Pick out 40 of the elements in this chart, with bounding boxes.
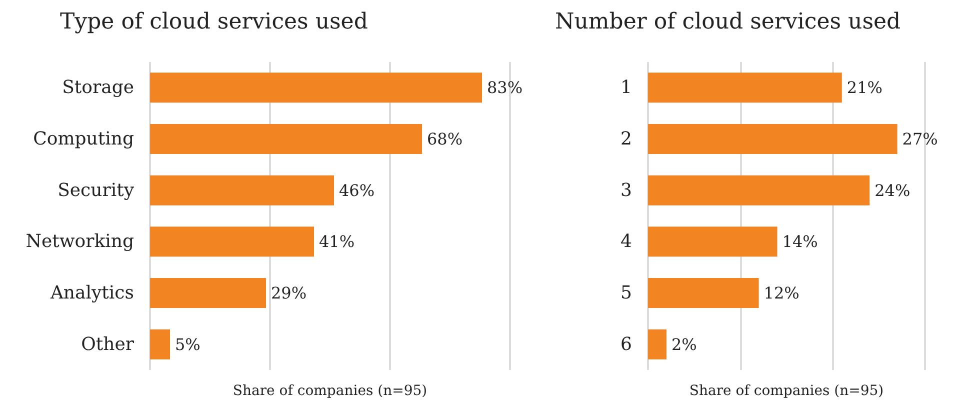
data-label: 27% bbox=[902, 130, 938, 148]
bar bbox=[648, 175, 870, 206]
data-label: 46% bbox=[339, 180, 375, 200]
data-label: 83% bbox=[487, 78, 523, 98]
data-label: 41% bbox=[319, 232, 355, 252]
y-tick-label: Networking bbox=[26, 231, 134, 252]
y-tick-label: 5 bbox=[620, 282, 632, 304]
y-tick-label: Analytics bbox=[49, 282, 134, 304]
data-label: 21% bbox=[846, 78, 882, 98]
bar bbox=[648, 124, 898, 154]
chart-title: Number of cloud services used bbox=[555, 10, 901, 34]
data-label: 2% bbox=[671, 334, 697, 354]
bar bbox=[150, 175, 334, 206]
y-tick-label: Computing bbox=[33, 128, 134, 150]
y-tick-label: 2 bbox=[620, 128, 632, 150]
chart-title: Type of cloud services used bbox=[60, 10, 368, 34]
bar bbox=[150, 226, 314, 257]
x-axis-title: Share of companies (n=95) bbox=[232, 383, 428, 399]
bar bbox=[648, 329, 666, 360]
data-label: 24% bbox=[874, 180, 910, 200]
bar bbox=[150, 124, 422, 154]
bar bbox=[648, 278, 759, 308]
x-axis-title: Share of companies (n=95) bbox=[689, 383, 884, 399]
y-tick-label: Security bbox=[58, 180, 135, 201]
data-label: 14% bbox=[782, 232, 818, 252]
bar bbox=[150, 278, 266, 308]
data-label: 12% bbox=[764, 284, 800, 302]
bar bbox=[648, 72, 842, 103]
y-tick-label: Storage bbox=[62, 77, 134, 98]
data-label: 68% bbox=[427, 130, 463, 148]
bar bbox=[648, 226, 778, 257]
y-tick-label: 6 bbox=[620, 334, 632, 355]
y-tick-label: 4 bbox=[620, 231, 632, 252]
y-tick-label: Other bbox=[81, 334, 134, 355]
y-tick-label: 1 bbox=[620, 77, 632, 98]
bar bbox=[150, 329, 170, 360]
bar bbox=[150, 72, 482, 103]
y-tick-label: 3 bbox=[620, 180, 632, 201]
data-label: 5% bbox=[175, 334, 200, 354]
data-label: 29% bbox=[271, 284, 307, 302]
